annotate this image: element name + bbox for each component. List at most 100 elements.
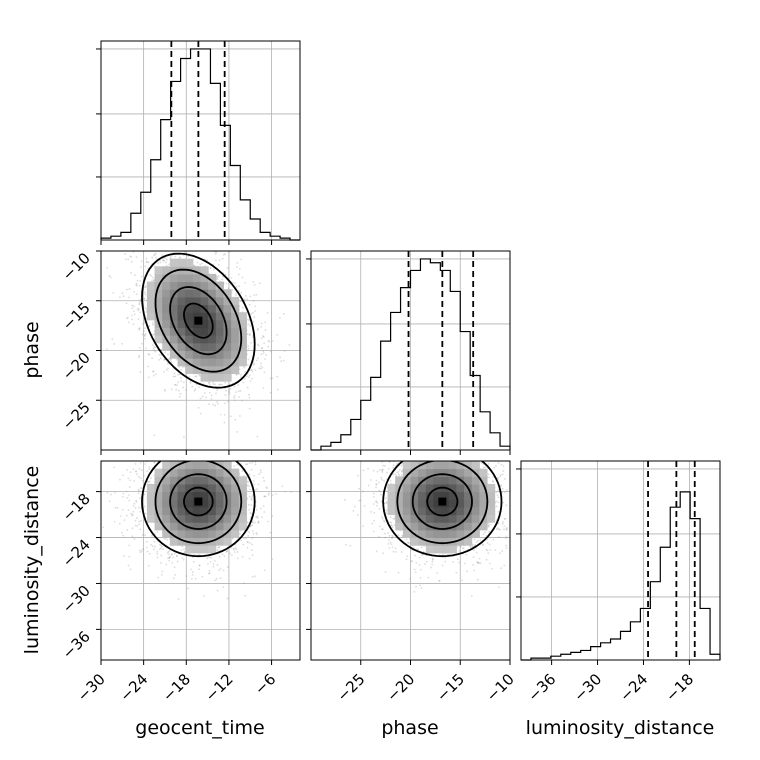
scatter-point <box>163 358 165 361</box>
density-cell <box>162 281 171 290</box>
scatter-point <box>170 255 173 258</box>
scatter-point <box>163 457 165 459</box>
scatter-point <box>141 333 144 336</box>
scatter-point <box>247 481 249 484</box>
scatter-point <box>208 453 210 455</box>
density-panel-geocent-time-phase: −25−20−15−10 <box>59 244 301 455</box>
scatter-point <box>202 430 204 432</box>
scatter-point <box>137 308 140 310</box>
scatter-point <box>172 375 175 378</box>
scatter-point <box>244 370 246 373</box>
scatter-point <box>148 353 151 356</box>
scatter-point <box>130 271 132 274</box>
scatter-point <box>137 318 140 321</box>
scatter-point <box>111 338 114 340</box>
scatter-point <box>138 520 141 523</box>
scatter-point <box>154 350 157 353</box>
scatter-point <box>238 415 241 417</box>
scatter-point <box>126 316 129 319</box>
scatter-point <box>217 275 220 277</box>
scatter-point <box>263 511 266 513</box>
scatter-point <box>205 396 208 399</box>
scatter-point <box>125 490 128 493</box>
scatter-point <box>126 529 129 531</box>
scatter-point <box>159 562 162 564</box>
scatter-point <box>198 564 201 567</box>
density-cell <box>185 273 194 283</box>
scatter-point <box>251 494 254 497</box>
scatter-point <box>241 399 243 402</box>
scatter-point <box>136 524 139 527</box>
scatter-point <box>262 336 265 338</box>
scatter-point <box>152 279 155 282</box>
scatter-point <box>213 451 215 453</box>
scatter-point <box>189 381 192 384</box>
histogram-bin <box>690 519 700 660</box>
scatter-point <box>263 495 266 498</box>
scatter-point <box>238 267 241 270</box>
scatter-point <box>248 488 251 491</box>
scatter-point <box>219 413 222 416</box>
density-cell <box>177 350 186 359</box>
scatter-point <box>239 532 241 535</box>
scatter-point <box>168 244 170 246</box>
histogram-bin <box>430 263 440 450</box>
scatter-point <box>145 261 148 264</box>
histogram-bin <box>700 608 710 660</box>
scatter-point <box>255 531 258 534</box>
scatter-point <box>251 524 254 526</box>
density-cell <box>215 358 224 367</box>
scatter-point <box>133 538 136 541</box>
scatter-point <box>246 541 249 544</box>
scatter-point <box>140 469 143 472</box>
scatter-point <box>132 323 135 326</box>
scatter-point <box>263 371 266 374</box>
scatter-point <box>204 246 206 248</box>
scatter-point <box>135 283 138 286</box>
scatter-point <box>217 263 220 266</box>
scatter-point <box>223 443 225 445</box>
scatter-point <box>239 457 241 459</box>
scatter-point <box>142 297 145 300</box>
scatter-point <box>172 577 175 580</box>
scatter-point <box>160 573 163 576</box>
histogram-bin <box>111 236 121 240</box>
scatter-point <box>270 537 272 540</box>
scatter-point <box>168 557 171 559</box>
scatter-point <box>250 341 252 344</box>
scatter-point <box>137 309 140 312</box>
scatter-point <box>127 258 130 261</box>
scatter-point <box>147 455 149 457</box>
density-cell <box>169 258 179 267</box>
scatter-point <box>196 445 198 447</box>
scatter-point <box>248 319 251 322</box>
scatter-point <box>147 353 150 356</box>
scatter-point <box>233 399 236 402</box>
density-cell <box>146 296 156 306</box>
scatter-point <box>185 575 188 577</box>
scatter-point <box>236 431 239 433</box>
scatter-point <box>235 373 238 376</box>
scatter-point <box>225 282 228 285</box>
scatter-point <box>133 313 136 316</box>
histogram-bin <box>371 377 381 450</box>
scatter-point <box>244 594 247 597</box>
scatter-point <box>253 363 255 366</box>
scatter-point <box>144 286 147 289</box>
scatter-point <box>216 564 219 566</box>
scatter-point <box>257 344 260 347</box>
scatter-point <box>163 388 166 391</box>
scatter-point <box>155 256 158 259</box>
scatter-point <box>135 256 138 259</box>
scatter-point <box>205 458 207 460</box>
scatter-point <box>152 254 155 257</box>
scatter-point <box>169 359 172 361</box>
scatter-point <box>198 386 201 389</box>
scatter-point <box>250 468 253 471</box>
scatter-point <box>160 547 162 550</box>
scatter-point <box>238 454 240 456</box>
scatter-point <box>195 447 197 449</box>
scatter-point <box>271 377 274 380</box>
scatter-point <box>214 253 217 256</box>
density-cell <box>208 312 217 321</box>
